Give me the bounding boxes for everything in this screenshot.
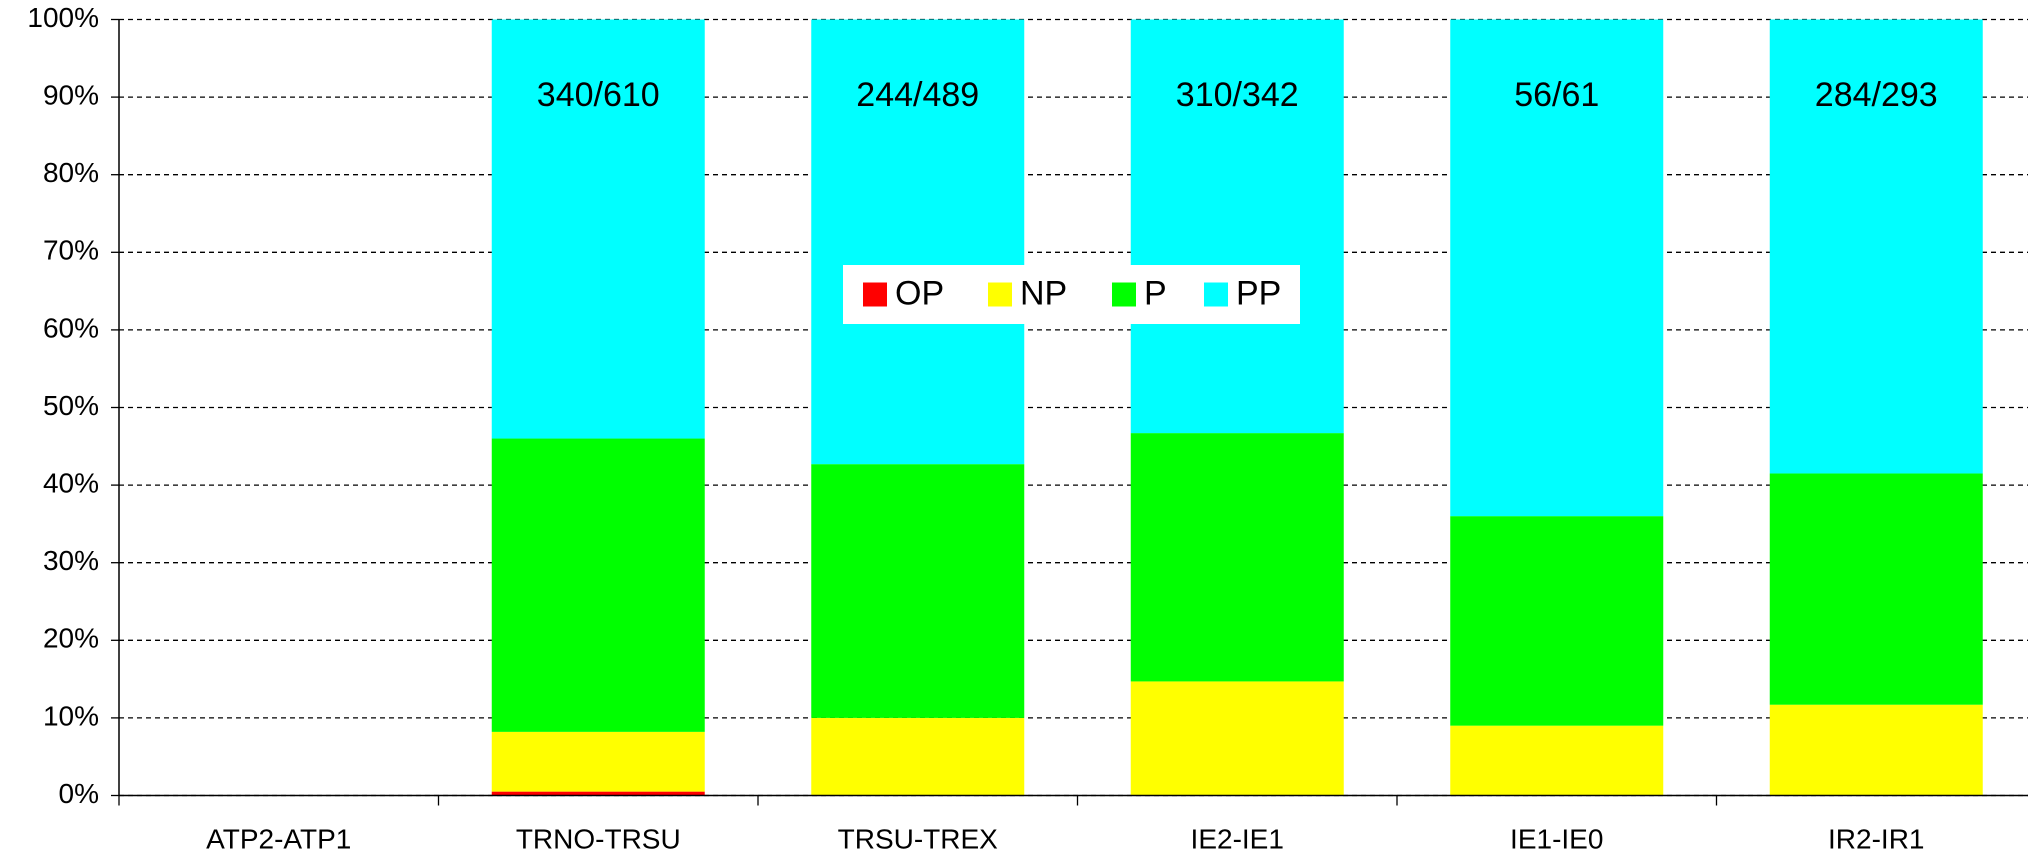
legend: OP NP P PP <box>843 265 1300 324</box>
bar-annotation: 244/489 <box>856 76 979 114</box>
y-tick-label: 80% <box>43 157 99 188</box>
bar-segment <box>491 19 705 439</box>
legend-label: NP <box>1020 274 1067 312</box>
bar-segment <box>1450 19 1664 517</box>
bar-segment <box>1130 19 1344 434</box>
legend-swatch <box>1112 282 1136 307</box>
y-tick-label: 0% <box>59 778 99 809</box>
y-tick-label: 10% <box>43 700 99 731</box>
x-tick-label: ATP2-ATP1 <box>206 823 351 854</box>
bar-segment <box>1769 704 1983 796</box>
bar-segment <box>491 791 705 796</box>
bar-segment <box>811 717 1025 796</box>
bar-segment <box>1130 681 1344 796</box>
bar-annotation: 340/610 <box>537 76 660 114</box>
legend-label: P <box>1144 274 1167 312</box>
bar-segment <box>491 438 705 732</box>
y-tick-label: 70% <box>43 235 99 266</box>
legend-label: PP <box>1236 274 1281 312</box>
y-tick-label: 20% <box>43 623 99 654</box>
x-tick-label: TRSU-TREX <box>838 823 999 854</box>
x-tick-label: IR2-IR1 <box>1828 823 1924 854</box>
y-tick-label: 50% <box>43 390 99 421</box>
bar-segment <box>491 731 705 792</box>
y-tick-label: 40% <box>43 467 99 498</box>
bar-segment <box>1769 473 1983 705</box>
bar-segment <box>1450 516 1664 726</box>
bar-annotation: 56/61 <box>1514 76 1599 114</box>
bar-segment <box>811 19 1025 465</box>
y-tick-label: 90% <box>43 79 99 110</box>
y-tick-label: 30% <box>43 545 99 576</box>
y-tick-label: 60% <box>43 312 99 343</box>
x-tick-label: TRNO-TRSU <box>516 823 681 854</box>
legend-swatch <box>863 282 887 307</box>
bar-annotation: 284/293 <box>1815 76 1938 114</box>
bar-segment <box>1450 725 1664 796</box>
y-tick-label: 100% <box>27 2 99 33</box>
legend-swatch <box>988 282 1012 307</box>
x-tick-label: IE1-IE0 <box>1510 823 1603 854</box>
legend-swatch <box>1204 282 1228 307</box>
bar-segment <box>811 464 1025 718</box>
bar-segment <box>1130 433 1344 682</box>
legend-label: OP <box>895 274 944 312</box>
bar-segment <box>1769 19 1983 474</box>
bar-annotation: 310/342 <box>1176 76 1299 114</box>
x-tick-label: IE2-IE1 <box>1191 823 1284 854</box>
